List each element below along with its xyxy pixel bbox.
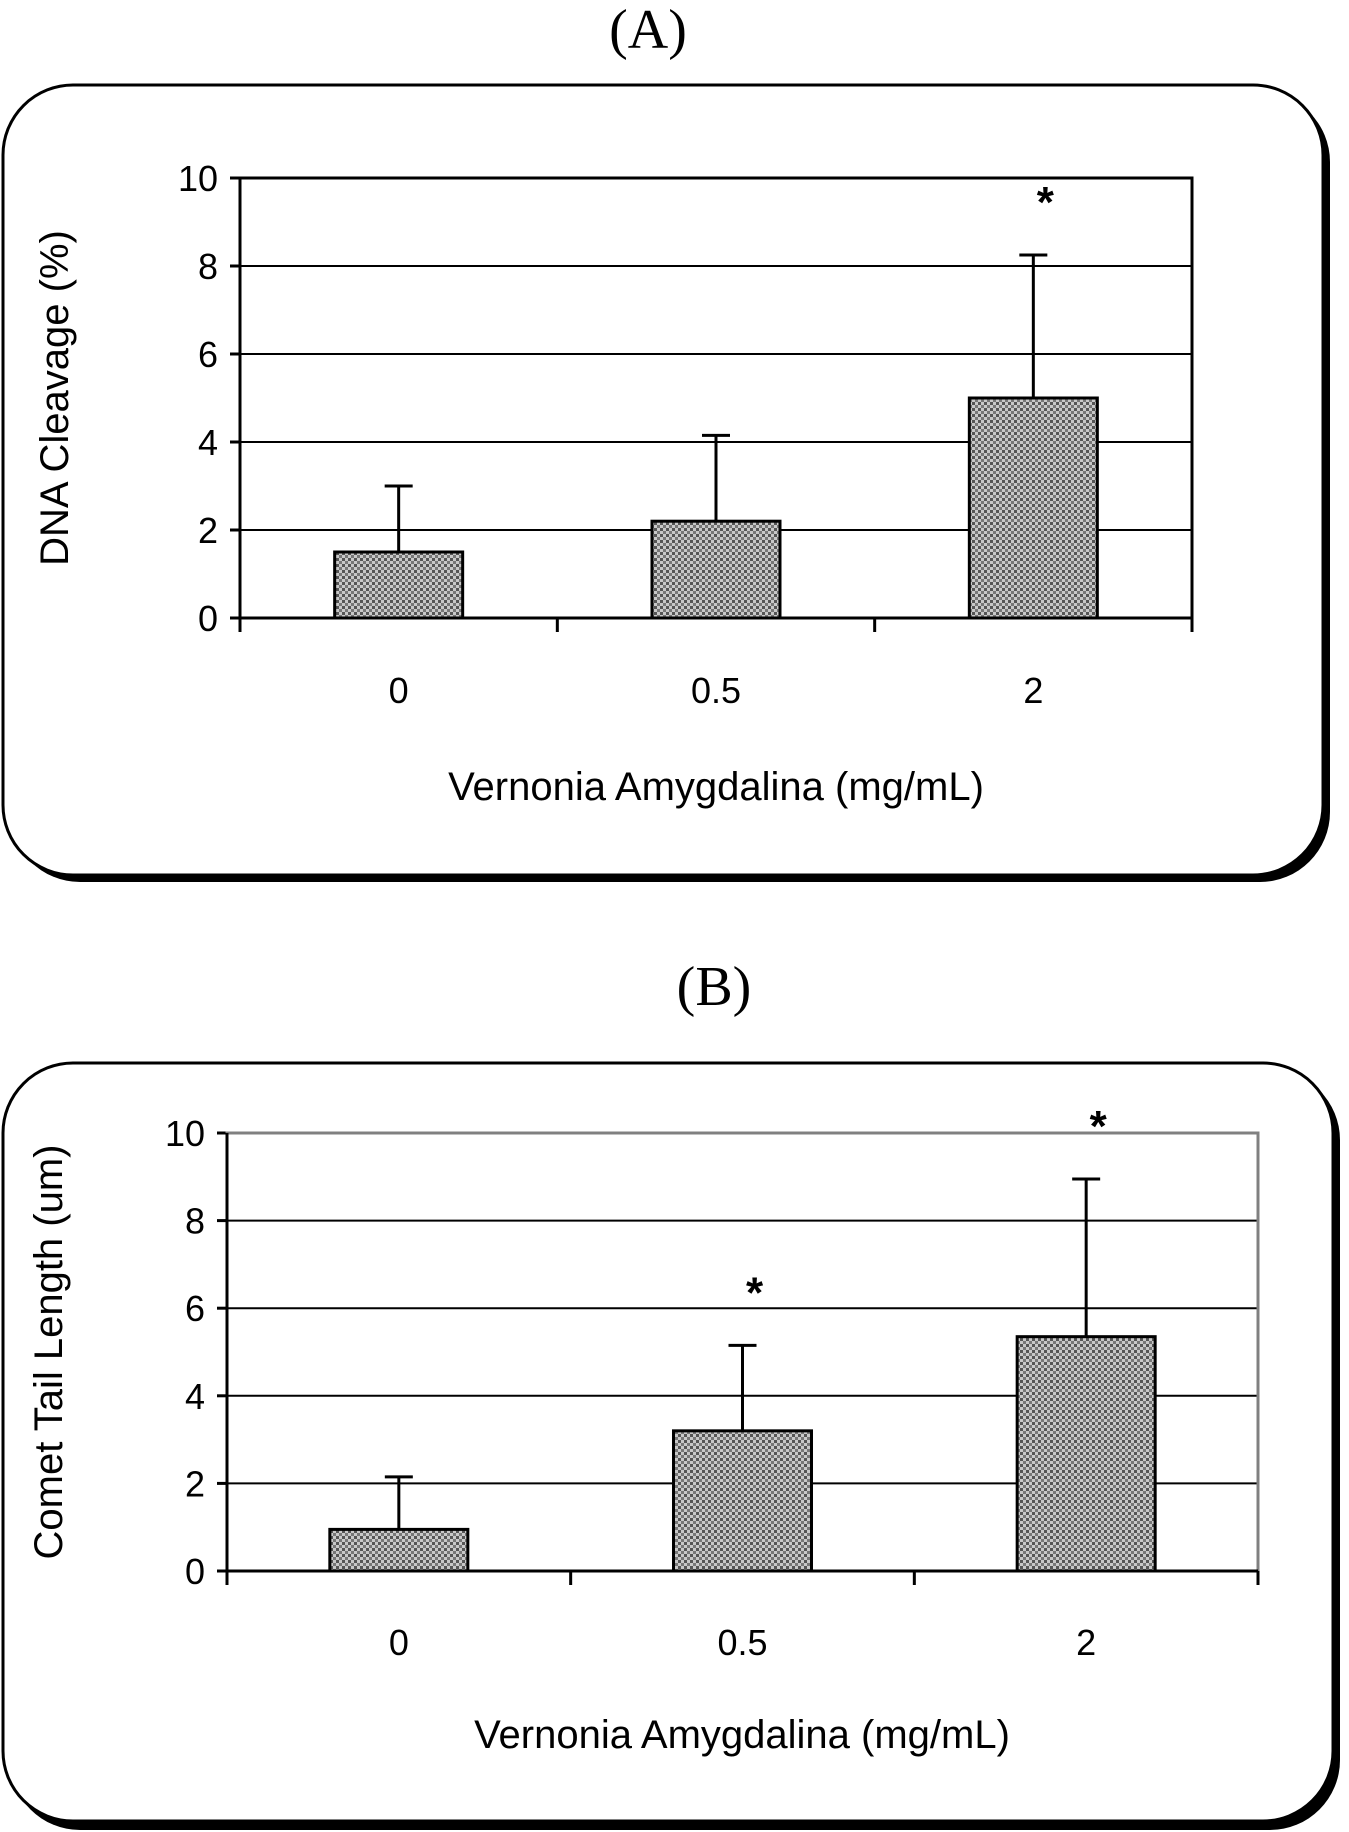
y-tick-label: 4 <box>185 1376 205 1417</box>
bar <box>672 1429 813 1573</box>
y-tick-label: 4 <box>198 422 218 463</box>
x-tick-label: 0 <box>389 670 409 711</box>
y-tick-label: 10 <box>165 1113 205 1154</box>
y-tick-label: 8 <box>198 246 218 287</box>
bar <box>967 396 1099 620</box>
x-tick-label: 0.5 <box>717 1622 767 1663</box>
y-tick-label: 10 <box>178 158 218 199</box>
x-tick-label: 2 <box>1023 670 1043 711</box>
y-tick-label: 2 <box>185 1463 205 1504</box>
panel-b-chart: 0 2 4 6 8 10 0 0.5 * 2 * Vernonia Amygdalina (mg/mL… <box>27 1102 1260 1757</box>
x-axis-label: Vernonia Amygdalina (mg/mL) <box>474 1713 1010 1757</box>
y-tick-label: 8 <box>185 1201 205 1242</box>
bar <box>650 519 782 620</box>
bar <box>328 1527 470 1573</box>
significance-star: * <box>1037 178 1055 227</box>
y-tick-label: 0 <box>198 598 218 639</box>
y-tick-label: 2 <box>198 510 218 551</box>
panel-b-title: (B) <box>677 956 752 1018</box>
y-tick-label: 0 <box>185 1551 205 1592</box>
panel-a-title: (A) <box>609 0 687 61</box>
x-tick-label: 0.5 <box>691 670 741 711</box>
significance-star: * <box>1090 1102 1108 1151</box>
bar <box>333 550 465 620</box>
x-tick-label: 0 <box>389 1622 409 1663</box>
y-axis-label: Comet Tail Length (um) <box>27 1145 71 1560</box>
y-tick-label: 6 <box>185 1288 205 1329</box>
panel-a-chart: 0 2 4 6 8 10 0 0.5 2 * Vernonia Amygdalina (mg/mL)… <box>33 158 1194 809</box>
y-axis-label: DNA Cleavage (%) <box>33 230 77 566</box>
bar <box>1015 1335 1157 1573</box>
significance-star: * <box>746 1268 764 1317</box>
panel-a-frame <box>1 83 1330 882</box>
x-tick-label: 2 <box>1076 1622 1096 1663</box>
x-axis-label: Vernonia Amygdalina (mg/mL) <box>448 765 984 809</box>
y-tick-label: 6 <box>198 334 218 375</box>
